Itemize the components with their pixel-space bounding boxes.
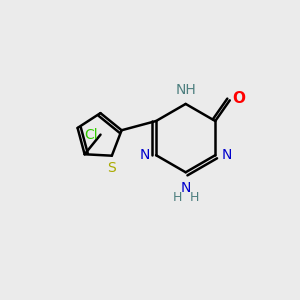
Text: N: N (140, 148, 150, 162)
Text: H: H (173, 191, 182, 204)
Text: H: H (189, 191, 199, 204)
Text: N: N (181, 181, 191, 195)
Text: NH: NH (175, 82, 196, 97)
Text: N: N (221, 148, 232, 162)
Text: Cl: Cl (84, 128, 98, 142)
Text: S: S (107, 161, 116, 175)
Text: O: O (232, 91, 245, 106)
